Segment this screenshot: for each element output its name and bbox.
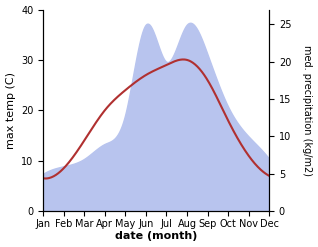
Y-axis label: med. precipitation (kg/m2): med. precipitation (kg/m2) xyxy=(302,45,313,176)
X-axis label: date (month): date (month) xyxy=(115,231,197,242)
Y-axis label: max temp (C): max temp (C) xyxy=(5,72,16,149)
